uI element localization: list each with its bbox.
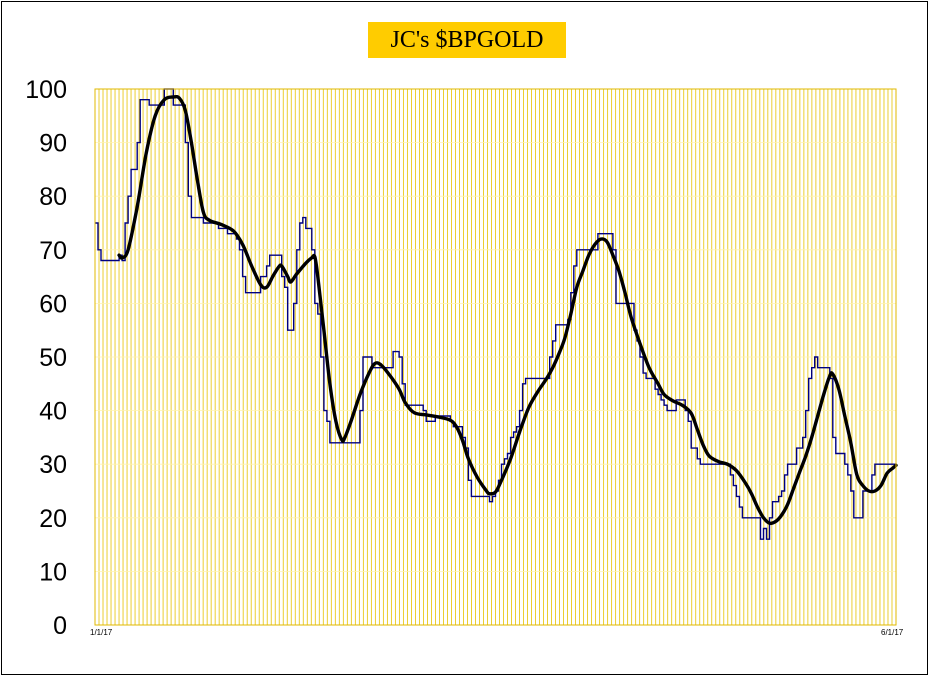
series-line-index (95, 88, 896, 540)
y-tick-label: 10 (39, 558, 67, 586)
horizontal-gridlines (95, 88, 896, 626)
y-tick-label: 20 (39, 505, 67, 533)
series-line-smoothed (117, 94, 898, 526)
x-tick-label-last: 6/1/17 (881, 628, 904, 637)
plot-border (94, 88, 897, 626)
x-tick-label-first: 1/1/17 (90, 628, 113, 637)
y-tick-label: 100 (25, 76, 67, 104)
y-tick-label: 70 (39, 237, 67, 265)
y-tick-label: 60 (39, 290, 67, 318)
y-tick-label: 90 (39, 130, 67, 158)
y-tick-label: 80 (39, 183, 67, 211)
chart-title: JC's $BPGOLD (368, 22, 566, 58)
y-tick-label: 0 (53, 612, 67, 640)
y-axis-tick-labels: 0 10 20 30 40 50 60 70 80 90 100 (25, 76, 67, 640)
series-lines (95, 88, 898, 540)
y-tick-label: 50 (39, 344, 67, 372)
y-tick-label: 40 (39, 398, 67, 426)
y-tick-label: 30 (39, 451, 67, 479)
x-axis-tick-labels: 1/1/17 6/1/17 (90, 628, 904, 637)
